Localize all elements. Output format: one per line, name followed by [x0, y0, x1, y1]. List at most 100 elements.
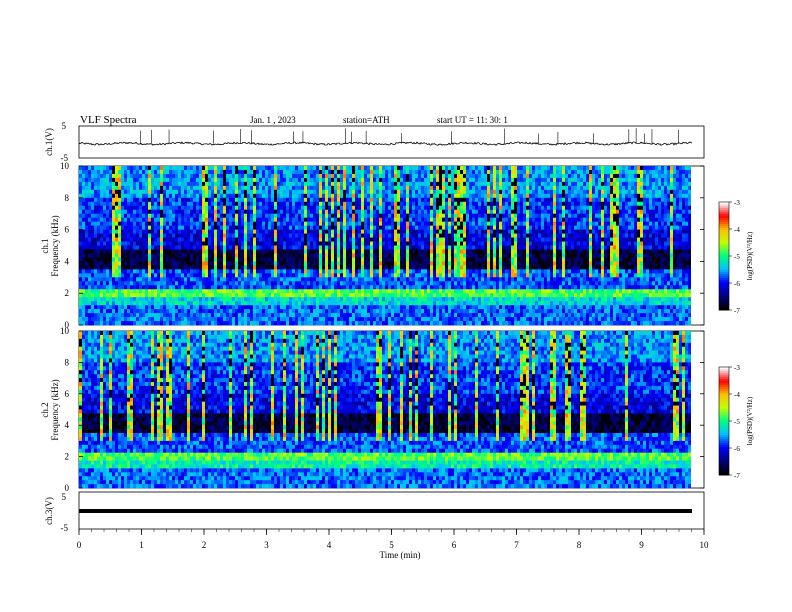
spectrogram-cell [142, 189, 145, 195]
spectrogram-cell [295, 253, 298, 258]
spectrogram-cell [226, 193, 229, 199]
spectrogram-cell [367, 189, 370, 195]
spectrogram-cell [670, 253, 673, 258]
spectrogram-cell [280, 185, 283, 191]
spectrogram-cell [133, 257, 136, 262]
spectrogram-cell [484, 181, 487, 187]
spectrogram-cell [178, 261, 181, 266]
spectrogram-cell [427, 197, 430, 203]
spectrogram-cell [361, 181, 364, 187]
spectrogram-cell [508, 249, 511, 254]
spectrogram-cell [349, 209, 352, 214]
spectrogram-cell [238, 209, 241, 214]
spectrogram-cell [421, 189, 424, 195]
spectrogram-cell [169, 169, 172, 175]
spectrogram-cell [262, 249, 265, 254]
spectrogram-cell [271, 166, 274, 171]
spectrogram-cell [466, 185, 469, 191]
spectrogram-cell [565, 166, 568, 171]
spectrogram-cell [178, 181, 181, 187]
spectrogram-cell [517, 173, 520, 179]
spectrogram-cell [361, 249, 364, 254]
spectrogram-cell [391, 193, 394, 199]
spectrogram-cell [412, 217, 415, 222]
spectrogram-cell [325, 193, 328, 199]
spectrogram-cell [334, 237, 337, 242]
spectrogram-cell [514, 229, 517, 234]
spectrogram-cell [547, 193, 550, 199]
spectrogram-cell [124, 205, 127, 211]
spectrogram-cell [574, 189, 577, 195]
spectrogram-cell [109, 233, 112, 238]
spectrogram-cell [592, 245, 595, 250]
spectrogram-cell [682, 225, 685, 230]
spectrogram-cell [634, 185, 637, 191]
spectrogram-cell [556, 205, 559, 211]
spectrogram-cell [316, 225, 319, 230]
spectrogram-cell [688, 197, 691, 203]
spectrogram-cell [607, 181, 610, 187]
spectrogram-cell [127, 233, 130, 238]
spectrogram-cell [142, 221, 145, 226]
spectrogram-cell [652, 233, 655, 238]
spectrogram-cell [280, 213, 283, 218]
spectrogram-cell [448, 193, 451, 199]
spectrogram-cell [628, 241, 631, 246]
spectrogram-cell [616, 253, 619, 258]
spectrogram-cell [322, 177, 325, 183]
spectrogram-cell [529, 185, 532, 191]
spectrogram-cell [478, 166, 481, 171]
spectrogram-cell [577, 257, 580, 262]
spectrogram-cell [268, 201, 271, 207]
spectrogram-cell [628, 177, 631, 183]
spectrogram-cell [571, 221, 574, 226]
spectrogram-cell [433, 166, 436, 171]
spectrogram-cell [82, 193, 85, 199]
spectrogram-cell [109, 177, 112, 183]
spectrogram-cell [403, 205, 406, 211]
spectrogram-cell [541, 177, 544, 183]
spectrogram-cell [484, 249, 487, 254]
spectrogram-cell [151, 209, 154, 214]
spectrogram-cell [124, 229, 127, 234]
spectrogram-cell [271, 261, 274, 266]
spectrogram-cell [193, 225, 196, 230]
spectrogram-cell [172, 225, 175, 230]
spectrogram-cell [307, 197, 310, 203]
spectrogram-cell [499, 213, 502, 218]
spectrogram-cell [256, 166, 259, 171]
spectrogram-cell [319, 201, 322, 207]
spectrogram-cell [598, 237, 601, 242]
spectrogram-cell [514, 249, 517, 254]
spectrogram-cell [415, 229, 418, 234]
spectrogram-cell [241, 181, 244, 187]
spectrogram-cell [475, 229, 478, 234]
spectrogram-cell [259, 209, 262, 214]
spectrogram-cell [196, 213, 199, 218]
spectrogram-cell [148, 245, 151, 250]
spectrogram-cell [301, 245, 304, 250]
spectrogram-cell [526, 201, 529, 207]
spectrogram-cell [688, 217, 691, 222]
spectrogram-cell [508, 221, 511, 226]
spectrogram-cell [103, 217, 106, 222]
spectrogram-cell [634, 245, 637, 250]
spectrogram-cell [469, 221, 472, 226]
spectrogram-cell [610, 181, 613, 187]
spectrogram-cell [370, 197, 373, 203]
spectrogram-cell [373, 245, 376, 250]
spectrogram-cell [646, 229, 649, 234]
spectrogram-cell [532, 249, 535, 254]
spectrogram-cell [463, 253, 466, 258]
spectrogram-cell [529, 249, 532, 254]
spectrogram-cell [682, 205, 685, 211]
spectrogram-cell [673, 253, 676, 258]
spectrogram-cell [424, 177, 427, 183]
spectrogram-cell [601, 169, 604, 175]
spectrogram-cell [238, 197, 241, 203]
spectrogram-cell [607, 257, 610, 262]
spectrogram-cell [445, 201, 448, 207]
spectrogram-cell [577, 166, 580, 171]
spectrogram-cell [430, 221, 433, 226]
spectrogram-cell [529, 193, 532, 199]
